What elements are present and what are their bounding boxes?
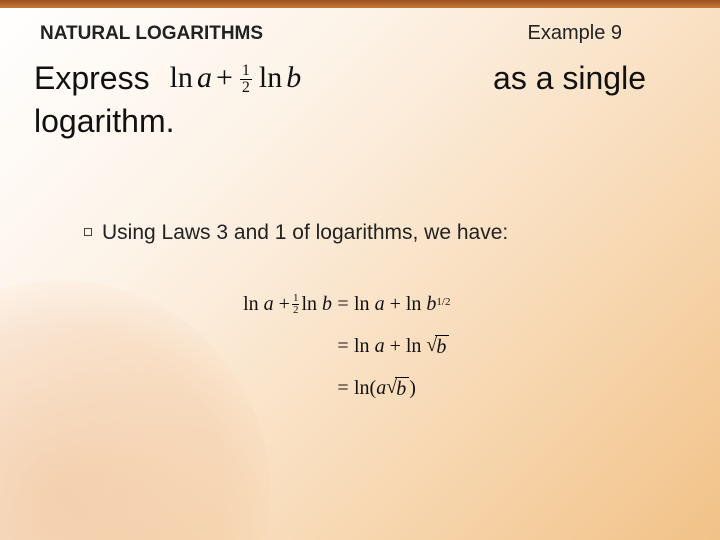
work-rhs: ln(a √ b ) <box>354 377 416 400</box>
question-expression: ln a + 1 2 ln b <box>170 58 302 99</box>
work-line-2: = ln a + ln √ b <box>210 333 720 359</box>
ln-open: ln( <box>354 377 376 400</box>
ln-text: ln <box>406 293 422 316</box>
question-line-2: logarithm. <box>34 100 680 143</box>
frac-num: 1 <box>240 63 252 80</box>
plus-sign: + <box>390 293 401 316</box>
var-b: b <box>286 58 301 99</box>
frac-den: 2 <box>292 305 300 316</box>
var-b: b <box>435 335 449 358</box>
ln-text: ln <box>259 58 282 99</box>
top-accent-bar <box>0 0 720 8</box>
question-block: Express ln a + 1 2 ln b as a single loga… <box>0 51 720 143</box>
var-b: b <box>395 377 409 400</box>
var-a: a <box>197 58 212 99</box>
work-line-1: ln a + 1 2 ln b = ln a + ln b1/2 <box>210 291 720 317</box>
bullet-row: Using Laws 3 and 1 of logarithms, we hav… <box>0 221 720 245</box>
header-row: NATURAL LOGARITHMS Example 9 <box>0 8 720 51</box>
section-title: NATURAL LOGARITHMS <box>40 23 528 45</box>
work-rhs: ln a + ln b1/2 <box>354 293 450 316</box>
plus-sign: + <box>390 335 401 358</box>
ln-text: ln <box>243 293 259 316</box>
work-lhs: ln a + 1 2 ln b <box>210 293 332 316</box>
example-label: Example 9 <box>528 22 623 45</box>
sqrt-b: √ b <box>426 335 449 358</box>
var-a: a <box>375 293 385 316</box>
equals-sign: = <box>332 293 354 316</box>
slide: NATURAL LOGARITHMS Example 9 Express ln … <box>0 0 720 540</box>
question-line-1: Express ln a + 1 2 ln b as a single <box>34 57 680 100</box>
question-trail: as a single <box>493 57 646 100</box>
ln-text: ln <box>170 58 193 99</box>
plus-sign: + <box>279 293 290 316</box>
exponent-half: 1/2 <box>436 296 450 308</box>
bullet-square-icon <box>84 228 92 236</box>
sqrt-b: √ b <box>386 377 409 400</box>
ln-text: ln <box>354 293 370 316</box>
var-a: a <box>264 293 274 316</box>
fraction-one-half: 1 2 <box>292 293 300 316</box>
work-steps: ln a + 1 2 ln b = ln a + ln b1/2 = ln a … <box>0 291 720 401</box>
var-b: b <box>426 293 436 316</box>
work-line-3: = ln(a √ b ) <box>210 375 720 401</box>
var-a: a <box>376 377 386 400</box>
question-lead: Express <box>34 57 150 100</box>
frac-den: 2 <box>240 80 252 96</box>
close-paren: ) <box>409 377 416 400</box>
equals-sign: = <box>332 335 354 358</box>
ln-text: ln <box>301 293 317 316</box>
var-b: b <box>322 293 332 316</box>
ln-text: ln <box>406 335 422 358</box>
bullet-text: Using Laws 3 and 1 of logarithms, we hav… <box>102 221 508 245</box>
plus-sign: + <box>216 58 233 99</box>
work-rhs: ln a + ln √ b <box>354 335 449 358</box>
equals-sign: = <box>332 377 354 400</box>
var-a: a <box>375 335 385 358</box>
fraction-one-half: 1 2 <box>240 63 252 96</box>
ln-text: ln <box>354 335 370 358</box>
